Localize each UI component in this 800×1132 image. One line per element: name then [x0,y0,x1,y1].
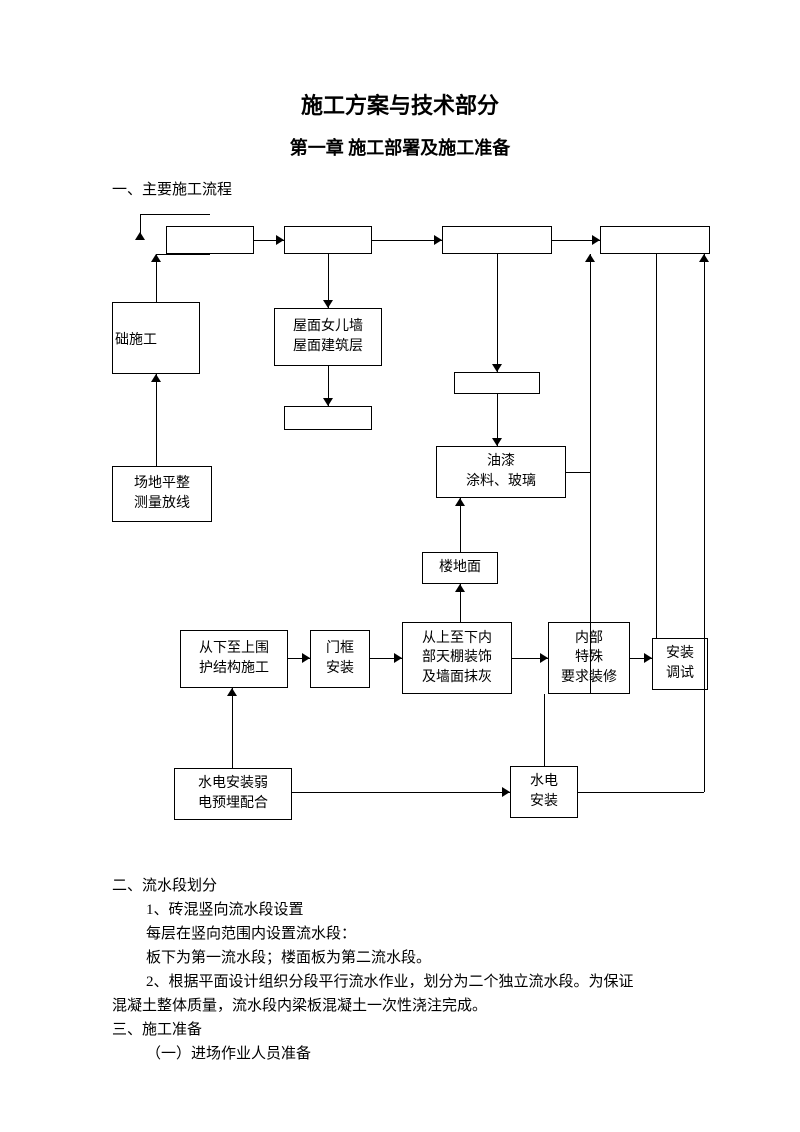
arrow [434,235,442,245]
node-site: 场地平整 测量放线 [112,466,212,522]
arrow [227,688,237,696]
body-line-3: 板下为第一流水段；楼面板为第二流水段。 [146,946,431,972]
edge [590,254,591,694]
edge [656,254,657,638]
edge [232,688,233,768]
section-1-heading: 一、主要施工流程 [112,178,232,199]
edge [578,792,704,793]
arrow [323,300,333,308]
section-3-heading: 三、施工准备 [112,1018,202,1039]
node-doorframe: 门框 安装 [310,630,370,688]
body-line-2: 每层在竖向范围内设置流水段： [146,922,356,948]
edge [140,214,210,215]
body-line-6: （一）进场作业人员准备 [146,1042,311,1068]
arrow [592,235,600,245]
node-top-3 [442,226,552,254]
edge [372,240,442,241]
node-roof: 屋面女儿墙 屋面建筑层 [274,308,382,366]
edge [156,254,210,255]
edge [566,472,590,473]
edge [704,254,705,792]
node-top-4 [600,226,710,254]
edge [156,374,157,466]
arrow [699,254,709,262]
arrow [151,254,161,262]
node-hydro-embed: 水电安装弱 电预埋配合 [174,768,292,820]
arrow [323,398,333,406]
node-special: 内部 特殊 要求装修 [548,622,630,694]
arrow [455,584,465,592]
node-blank-2 [284,406,372,430]
arrow [455,498,465,506]
arrow [276,235,284,245]
node-floor: 楼地面 [422,552,498,584]
edge [460,498,461,552]
node-enclosure: 从下至上围 护结构施工 [180,630,288,688]
arrow [540,653,548,663]
node-paint: 油漆 涂料、玻璃 [436,446,566,498]
body-line-5: 混凝土整体质量，流水段内梁板混凝土一次性浇注完成。 [112,994,487,1020]
node-ceiling: 从上至下内 部天棚装饰 及墙面抹灰 [402,622,512,694]
edge [497,254,498,372]
section-2-heading: 二、流水段划分 [112,874,217,895]
arrow [492,438,502,446]
arrow [502,787,510,797]
arrow [644,653,652,663]
arrow [135,232,145,240]
arrow [151,374,161,382]
arrow [302,653,310,663]
node-top-1 [166,226,254,254]
node-install: 安装 调试 [652,638,708,690]
edge [292,792,510,793]
document-page: 施工方案与技术部分 第一章 施工部署及施工准备 一、主要施工流程 础施工 屋面女… [0,0,800,1132]
page-title: 施工方案与技术部分 [0,88,800,120]
node-hydro: 水电 安装 [510,766,578,818]
arrow [394,653,402,663]
chapter-title: 第一章 施工部署及施工准备 [0,134,800,160]
arrow [585,254,595,262]
node-top-2 [284,226,372,254]
arrow [492,364,502,372]
body-line-4: 2、根据平面设计组织分段平行流水作业，划分为二个独立流水段。为保证 [146,970,634,996]
flowchart: 础施工 屋面女儿墙 屋面建筑层 油漆 涂料、玻璃 楼地面 场地平整 测量放线 从… [112,214,720,858]
node-blank-3 [454,372,540,394]
edge [544,694,545,766]
body-line-1: 1、砖混竖向流水段设置 [146,898,304,924]
node-foundation: 础施工 [112,302,200,374]
